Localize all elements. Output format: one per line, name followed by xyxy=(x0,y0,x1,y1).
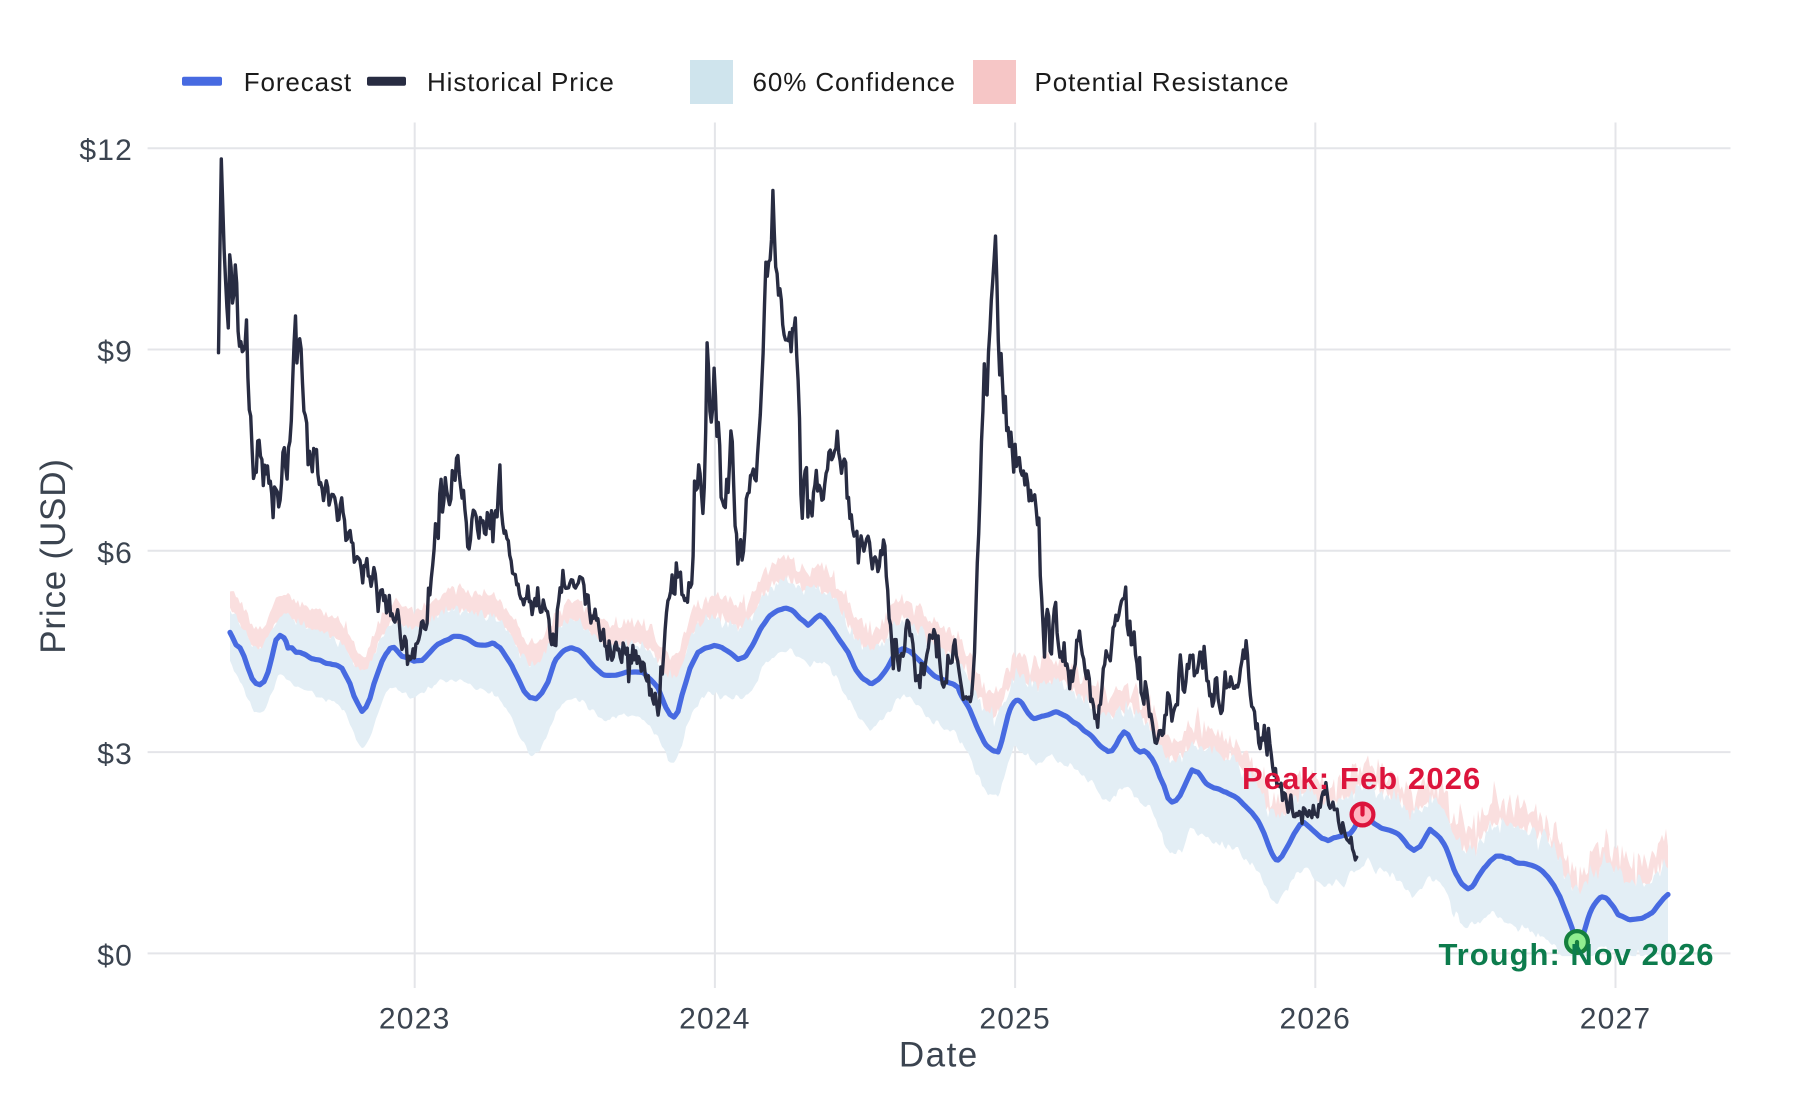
svg-text:60% Confidence: 60% Confidence xyxy=(753,67,956,97)
svg-text:2027: 2027 xyxy=(1580,1003,1652,1036)
svg-text:2026: 2026 xyxy=(1280,1003,1352,1036)
svg-text:Trough: Nov 2026: Trough: Nov 2026 xyxy=(1438,937,1714,972)
svg-text:$0: $0 xyxy=(97,939,133,972)
svg-text:Date: Date xyxy=(899,1036,979,1075)
svg-text:2025: 2025 xyxy=(979,1003,1051,1036)
svg-text:Peak: Feb 2026: Peak: Feb 2026 xyxy=(1242,761,1481,796)
svg-text:$6: $6 xyxy=(97,537,133,570)
svg-text:2023: 2023 xyxy=(379,1003,451,1036)
svg-text:Price (USD): Price (USD) xyxy=(34,458,73,653)
svg-text:$9: $9 xyxy=(97,336,133,369)
svg-text:Potential Resistance: Potential Resistance xyxy=(1035,67,1290,97)
svg-text:Forecast: Forecast xyxy=(244,67,352,97)
svg-text:$3: $3 xyxy=(97,738,133,771)
svg-text:Historical Price: Historical Price xyxy=(427,67,615,97)
svg-text:$12: $12 xyxy=(79,134,133,167)
svg-text:2024: 2024 xyxy=(679,1003,751,1036)
